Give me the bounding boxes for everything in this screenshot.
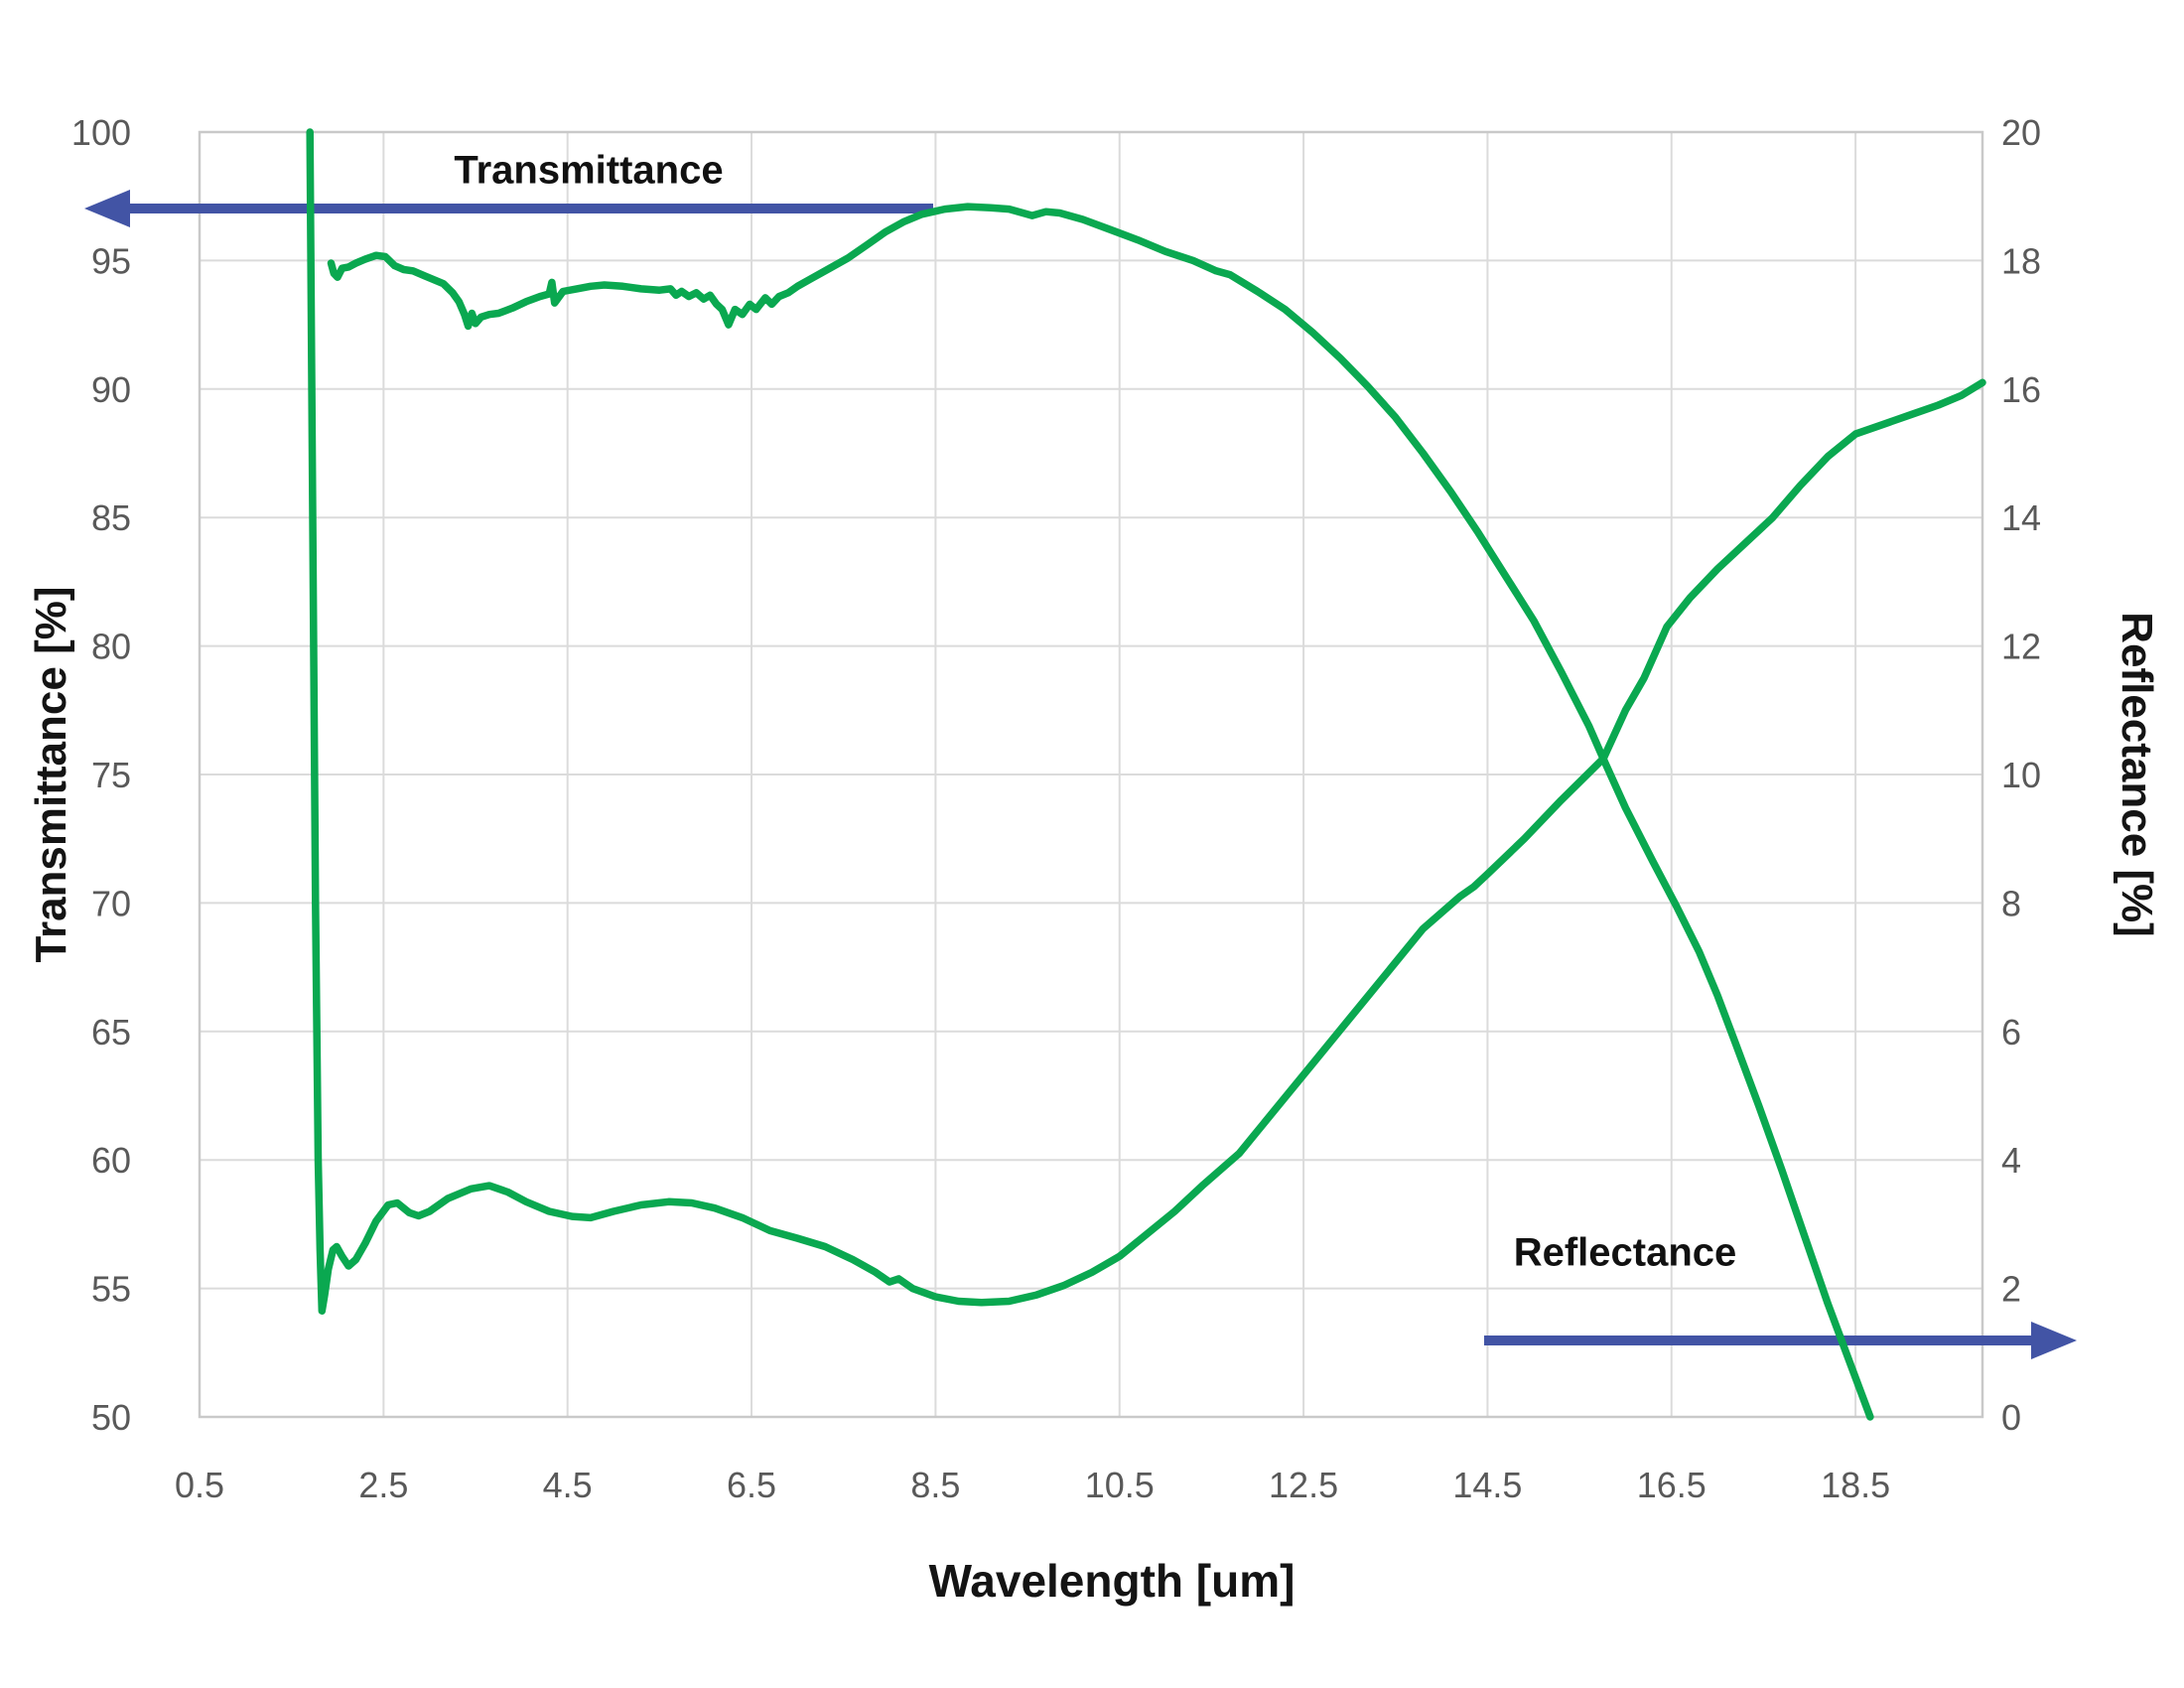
x-tick-label: 18.5: [1821, 1465, 1890, 1505]
left-axis-title: Transmittance [%]: [27, 586, 75, 963]
right-y-tick-label: 18: [2001, 240, 2041, 281]
x-tick-label: 6.5: [727, 1465, 776, 1505]
left-y-tick-label: 100: [71, 112, 131, 153]
reflectance-curve: [306, 128, 1986, 1315]
plot-border: [198, 130, 1984, 1419]
x-tick-label: 14.5: [1452, 1465, 1522, 1505]
left-y-tick-label: 75: [91, 755, 131, 795]
x-tick-label: 10.5: [1085, 1465, 1155, 1505]
transmittance-arrowhead-icon: [84, 190, 130, 227]
right-y-tick-label: 4: [2001, 1140, 2021, 1181]
reflectance-annotation-label: Reflectance: [1513, 1230, 1737, 1275]
right-y-tick-label: 16: [2001, 369, 2041, 410]
left-y-tick-label: 95: [91, 240, 131, 281]
right-y-tick-label: 12: [2001, 627, 2041, 667]
reflectance-arrowhead-icon: [2031, 1322, 2077, 1359]
right-y-tick-label: 2: [2001, 1269, 2021, 1310]
x-tick-label: 16.5: [1637, 1465, 1706, 1505]
right-axis-title: Reflectance [%]: [2113, 612, 2161, 937]
x-axis-title: Wavelength [um]: [928, 1555, 1296, 1607]
right-y-tick-label: 6: [2001, 1012, 2021, 1053]
transmittance-annotation-label: Transmittance: [454, 148, 724, 193]
x-tick-label: 12.5: [1269, 1465, 1338, 1505]
right-y-tick-label: 20: [2001, 112, 2041, 153]
left-y-tick-label: 85: [91, 497, 131, 538]
left-y-tick-label: 50: [91, 1397, 131, 1438]
right-y-tick-label: 14: [2001, 497, 2041, 538]
left-y-tick-label: 60: [91, 1140, 131, 1181]
transmittance-curve: [327, 203, 1874, 1421]
x-tick-label: 2.5: [358, 1465, 408, 1505]
x-tick-label: 8.5: [910, 1465, 960, 1505]
left-y-tick-label: 70: [91, 883, 131, 923]
x-tick-label: 4.5: [543, 1465, 593, 1505]
x-tick-label: 0.5: [175, 1465, 224, 1505]
right-y-tick-label: 0: [2001, 1397, 2021, 1438]
left-y-tick-label: 80: [91, 627, 131, 667]
left-y-tick-label: 55: [91, 1269, 131, 1310]
right-y-tick-label: 8: [2001, 883, 2021, 923]
left-y-tick-label: 90: [91, 369, 131, 410]
left-y-tick-label: 65: [91, 1012, 131, 1053]
right-y-tick-label: 10: [2001, 755, 2041, 795]
